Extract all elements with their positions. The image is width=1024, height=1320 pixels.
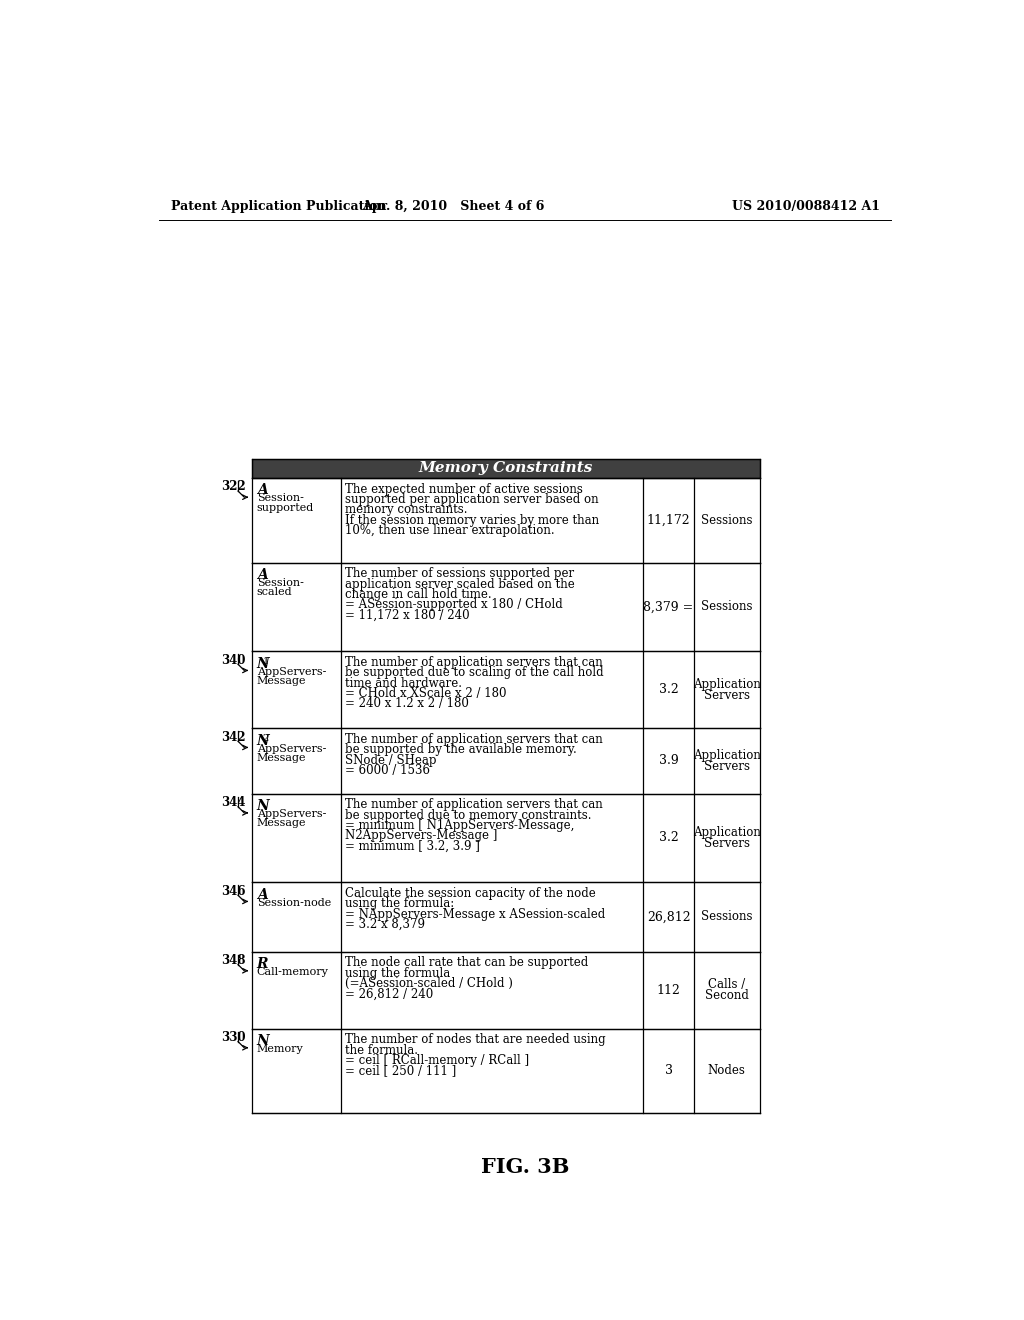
Text: The number of application servers that can: The number of application servers that c… — [345, 733, 603, 746]
Text: Session-: Session- — [257, 578, 303, 587]
Text: 342: 342 — [221, 730, 246, 743]
Text: US 2010/0088412 A1: US 2010/0088412 A1 — [732, 199, 881, 213]
Text: scaled: scaled — [257, 587, 292, 597]
Text: 3.2: 3.2 — [658, 832, 679, 845]
Text: 8,379 =: 8,379 = — [643, 601, 693, 614]
Text: R: R — [257, 957, 268, 972]
Text: 330: 330 — [221, 1031, 246, 1044]
Text: AppServers-: AppServers- — [257, 743, 326, 754]
Text: = minimum [ 3.2, 3.9 ]: = minimum [ 3.2, 3.9 ] — [345, 840, 480, 853]
Text: FIG. 3B: FIG. 3B — [480, 1158, 569, 1177]
Text: Sessions: Sessions — [701, 601, 753, 614]
Text: using the formula: using the formula — [345, 966, 451, 979]
Text: 3.2: 3.2 — [658, 684, 679, 696]
Text: The number of sessions supported per: The number of sessions supported per — [345, 568, 574, 581]
Text: the formula.: the formula. — [345, 1044, 418, 1056]
Text: N: N — [257, 1034, 269, 1048]
Text: 3: 3 — [665, 1064, 673, 1077]
Text: Message: Message — [257, 676, 306, 686]
Text: A: A — [257, 568, 267, 582]
Text: = minimum [ N1AppServers-Message,: = minimum [ N1AppServers-Message, — [345, 818, 574, 832]
Text: N: N — [257, 734, 269, 747]
Text: 10%, then use linear extrapolation.: 10%, then use linear extrapolation. — [345, 524, 555, 537]
Text: 348: 348 — [221, 954, 246, 966]
Text: Sessions: Sessions — [701, 513, 753, 527]
Text: be supported due to memory constraints.: be supported due to memory constraints. — [345, 809, 592, 821]
Text: N: N — [257, 656, 269, 671]
Text: SNode / SHeap: SNode / SHeap — [345, 754, 436, 767]
Text: Patent Application Publication: Patent Application Publication — [171, 199, 386, 213]
Text: 112: 112 — [656, 983, 681, 997]
Text: = 11,172 x 180 / 240: = 11,172 x 180 / 240 — [345, 609, 470, 622]
Text: Message: Message — [257, 752, 306, 763]
Text: Servers: Servers — [703, 689, 750, 702]
Text: Nodes: Nodes — [708, 1064, 745, 1077]
Text: AppServers-: AppServers- — [257, 809, 326, 818]
Text: A: A — [257, 483, 267, 498]
Text: = ASession-supported x 180 / CHold: = ASession-supported x 180 / CHold — [345, 598, 563, 611]
Text: N: N — [257, 799, 269, 813]
Text: The number of nodes that are needed using: The number of nodes that are needed usin… — [345, 1034, 605, 1047]
Text: = 3.2 x 8,379: = 3.2 x 8,379 — [345, 917, 425, 931]
Text: 1: 1 — [263, 656, 269, 665]
Text: (=ASession-scaled / CHold ): (=ASession-scaled / CHold ) — [345, 977, 513, 990]
Text: = 26,812 / 240: = 26,812 / 240 — [345, 987, 433, 1001]
Text: = 6000 / 1536: = 6000 / 1536 — [345, 764, 430, 777]
Text: supported per application server based on: supported per application server based o… — [345, 492, 599, 506]
Text: Memory: Memory — [257, 1044, 303, 1053]
Text: Apr. 8, 2010   Sheet 4 of 6: Apr. 8, 2010 Sheet 4 of 6 — [362, 199, 545, 213]
Text: 11,172: 11,172 — [647, 513, 690, 527]
Text: Second: Second — [705, 989, 749, 1002]
Text: be supported due to scaling of the call hold: be supported due to scaling of the call … — [345, 667, 603, 680]
Text: Session-node: Session-node — [257, 898, 331, 908]
Text: = NAppServers-Message x ASession-scaled: = NAppServers-Message x ASession-scaled — [345, 908, 605, 920]
Text: Call-memory: Call-memory — [257, 966, 329, 977]
Text: The number of application servers that can: The number of application servers that c… — [345, 656, 603, 669]
Bar — [252, 459, 760, 478]
Text: = ceil [ RCall-memory / RCall ]: = ceil [ RCall-memory / RCall ] — [345, 1053, 529, 1067]
Text: AppServers-: AppServers- — [257, 667, 326, 677]
Text: Application: Application — [693, 826, 761, 840]
Text: The expected number of active sessions: The expected number of active sessions — [345, 483, 583, 495]
Text: Message: Message — [257, 818, 306, 828]
Text: memory constraints.: memory constraints. — [345, 503, 468, 516]
Text: If the session memory varies by more than: If the session memory varies by more tha… — [345, 513, 599, 527]
Text: Memory Constraints: Memory Constraints — [419, 461, 593, 475]
Text: application server scaled based on the: application server scaled based on the — [345, 578, 574, 590]
Text: = ceil [ 250 / 111 ]: = ceil [ 250 / 111 ] — [345, 1064, 457, 1077]
Text: Application: Application — [693, 748, 761, 762]
Text: The node call rate that can be supported: The node call rate that can be supported — [345, 956, 588, 969]
Text: using the formula:: using the formula: — [345, 898, 455, 911]
Text: = 240 x 1.2 x 2 / 180: = 240 x 1.2 x 2 / 180 — [345, 697, 469, 710]
Text: The number of application servers that can: The number of application servers that c… — [345, 799, 603, 812]
Text: supported: supported — [257, 503, 314, 512]
Text: change in call hold time.: change in call hold time. — [345, 589, 492, 601]
Text: Calls /: Calls / — [708, 978, 745, 991]
Text: Servers: Servers — [703, 760, 750, 772]
Text: = CHold x XScale x 2 / 180: = CHold x XScale x 2 / 180 — [345, 686, 507, 700]
Text: Application: Application — [693, 677, 761, 690]
Text: A: A — [257, 887, 267, 902]
Text: N2AppServers-Message ]: N2AppServers-Message ] — [345, 829, 498, 842]
Text: time and hardware.: time and hardware. — [345, 677, 462, 689]
Text: 346: 346 — [221, 884, 246, 898]
Text: 322: 322 — [221, 480, 246, 494]
Text: Servers: Servers — [703, 837, 750, 850]
Text: be supported by the available memory.: be supported by the available memory. — [345, 743, 577, 756]
Text: Session-: Session- — [257, 494, 303, 503]
Text: 26,812: 26,812 — [647, 911, 690, 924]
Text: 2: 2 — [263, 734, 269, 743]
Text: Sessions: Sessions — [701, 911, 753, 924]
Text: Calculate the session capacity of the node: Calculate the session capacity of the no… — [345, 887, 596, 900]
Text: 344: 344 — [221, 796, 246, 809]
Text: 3.9: 3.9 — [658, 755, 679, 767]
Text: 340: 340 — [221, 653, 246, 667]
